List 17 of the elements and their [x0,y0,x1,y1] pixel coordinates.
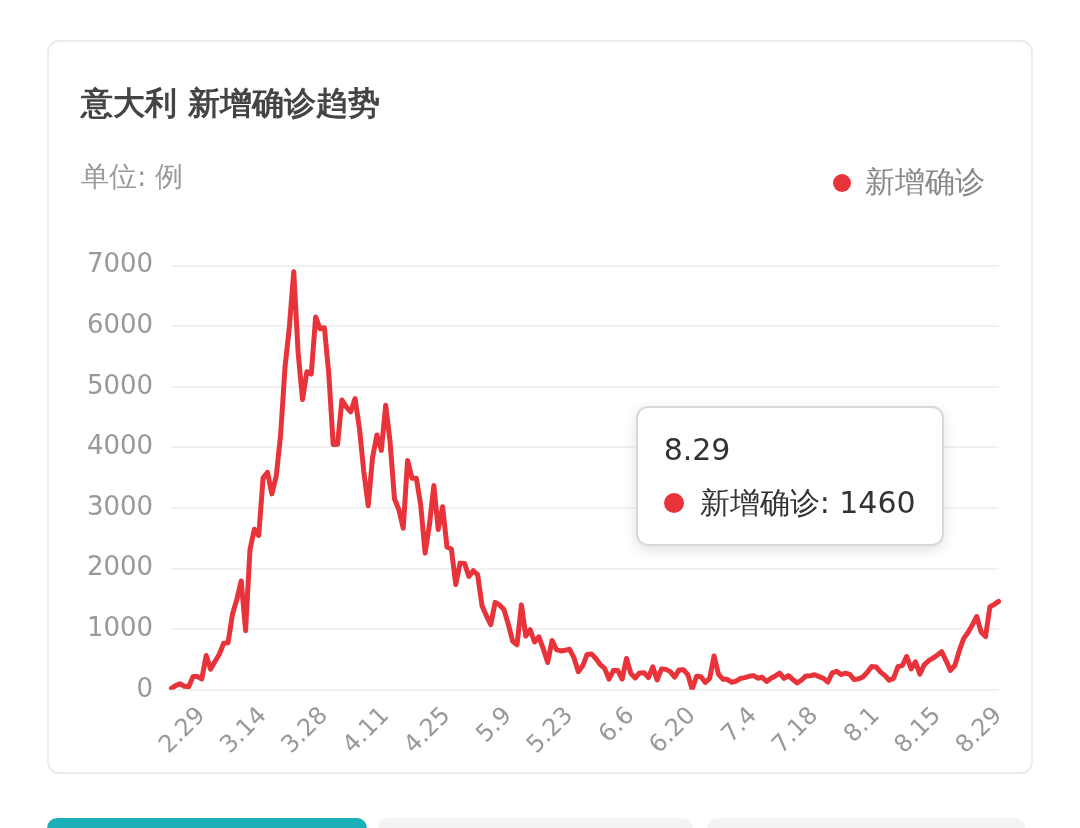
x-tick-label: 7.4 [715,700,763,748]
y-tick-label: 5000 [87,369,154,400]
chart-title: 意大利 新增确诊趋势 [81,83,381,124]
y-tick-label: 7000 [87,248,154,279]
annotation: 新增确诊: 1460 [699,483,916,522]
x-tick-label: 6.6 [592,700,640,748]
y-tick-label: 1000 [87,611,154,642]
y-tick-label: 6000 [87,308,154,339]
y-tick-label: 3000 [87,490,154,521]
annotation: 8.29 [663,431,731,467]
legend-label: 新增确诊 [865,163,985,201]
y-tick-label: 4000 [87,430,154,461]
y-tick-label: 2000 [87,551,154,582]
x-tick-label: 8.1 [837,700,885,748]
chart-subtitle: 单位: 例 [81,159,184,195]
y-tick-label: 0 [136,672,154,703]
x-tick-label: 5.9 [470,700,517,748]
